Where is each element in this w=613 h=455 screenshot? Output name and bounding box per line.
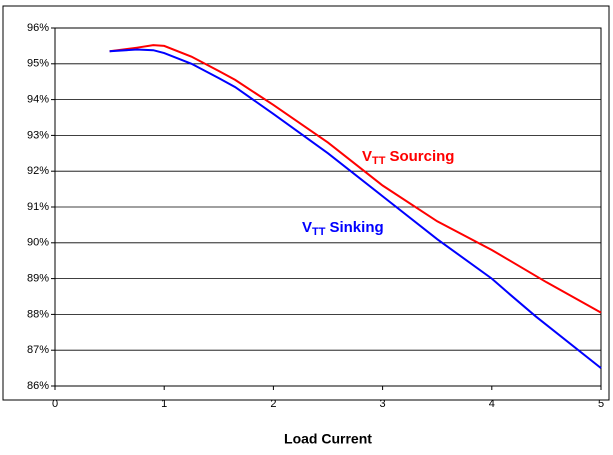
label-text: Sinking — [329, 219, 383, 236]
y-tick-label: 88% — [27, 308, 49, 320]
label-subscript: TT — [372, 155, 386, 167]
y-tick-label: 90% — [27, 237, 49, 249]
label-base: V — [302, 219, 312, 236]
x-tick-label: 0 — [52, 398, 58, 410]
y-tick-label: 86% — [27, 380, 49, 392]
x-tick-label: 4 — [489, 398, 495, 410]
label-text: Sourcing — [389, 148, 454, 165]
x-tick-label: 5 — [598, 398, 604, 410]
x-tick-label: 3 — [380, 398, 386, 410]
x-axis-label: Load Current — [284, 431, 372, 447]
y-tick-label: 96% — [27, 22, 49, 34]
y-tick-label: 89% — [27, 273, 49, 285]
y-tick-label: 93% — [27, 129, 49, 141]
y-tick-label: 95% — [27, 58, 49, 70]
y-tick-label: 87% — [27, 344, 49, 356]
y-tick-label: 92% — [27, 165, 49, 177]
series-label: VTT Sinking — [302, 219, 384, 238]
x-tick-label: 1 — [161, 398, 167, 410]
x-tick-label: 2 — [270, 398, 276, 410]
label-subscript: TT — [312, 226, 326, 238]
series-label: VTT Sourcing — [362, 148, 454, 167]
y-tick-label: 91% — [27, 201, 49, 213]
y-tick-label: 94% — [27, 94, 49, 106]
series-line — [109, 44, 602, 314]
series-line — [109, 48, 602, 369]
label-base: V — [362, 148, 372, 165]
